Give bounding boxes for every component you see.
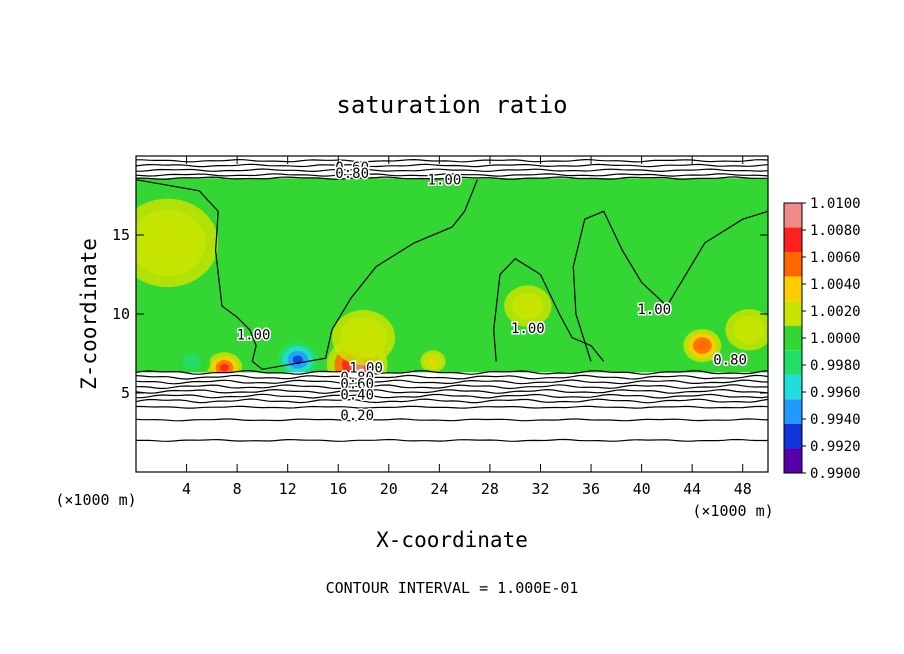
hotspot-7-ring-3 bbox=[429, 358, 437, 365]
x-tick-label: 48 bbox=[734, 480, 752, 498]
colorbar-label: 0.9920 bbox=[810, 439, 861, 455]
contour-lower-4 bbox=[136, 388, 768, 394]
colorbar: 1.0100 1.0080 1.0060 1.0040 1.0020 1.0000 0.99… bbox=[783, 196, 861, 482]
y-tick-label: 5 bbox=[121, 384, 130, 402]
contour-lower-9 bbox=[136, 438, 768, 442]
contour-label: 0.80 bbox=[335, 166, 369, 182]
contour-lower-0 bbox=[136, 369, 768, 375]
hotspot-6-ring-3 bbox=[355, 330, 372, 345]
x-tick-label: 24 bbox=[430, 480, 448, 498]
x-tick-label: 32 bbox=[531, 480, 549, 498]
contour-label: 0.20 bbox=[340, 408, 374, 424]
hotspot-8-ring-3 bbox=[741, 322, 757, 337]
saturation-field bbox=[136, 178, 768, 373]
contour-lower-7 bbox=[136, 405, 768, 409]
colorbar-segment bbox=[784, 252, 802, 277]
contour-label: 1.00 bbox=[428, 172, 462, 188]
contour-upper-3 bbox=[136, 163, 768, 168]
colorbar-label: 1.0020 bbox=[810, 304, 861, 320]
hotspot-9-ring-3 bbox=[519, 299, 536, 314]
hotspot-4-ring-3 bbox=[697, 341, 708, 350]
contour-upper-2 bbox=[136, 168, 768, 173]
contour-lower-3 bbox=[136, 384, 768, 390]
colorbar-label: 1.0100 bbox=[810, 196, 861, 212]
colorbar-segment bbox=[784, 203, 802, 228]
contour-label: 0.60 bbox=[335, 160, 369, 176]
contour-label: 1.00 bbox=[637, 302, 671, 318]
colorbar-segment bbox=[784, 301, 802, 326]
contour-lower-8 bbox=[136, 418, 768, 422]
contour-label: 1.00 bbox=[237, 327, 271, 343]
colorbar-segment bbox=[784, 423, 802, 449]
colorbar-label: 0.9980 bbox=[810, 358, 861, 374]
hotspot-0-ring-3 bbox=[220, 363, 229, 372]
colorbar-label: 0.9900 bbox=[810, 466, 861, 482]
x-tick-label: 12 bbox=[279, 480, 297, 498]
x-axis-label: X-coordinate bbox=[376, 528, 528, 552]
x-tick-label: 8 bbox=[233, 480, 242, 498]
contour-1p00-right bbox=[572, 210, 768, 362]
x-tick-label: 40 bbox=[633, 480, 651, 498]
contour-label: 1.00 bbox=[349, 360, 383, 376]
x-axis-ticks: 4 8 12 16 20 24 28 32 36 40 44 48 bbox=[182, 156, 752, 498]
colorbar-label: 0.9960 bbox=[810, 385, 861, 401]
contour-interval-note: CONTOUR INTERVAL = 1.000E-01 bbox=[326, 579, 579, 597]
x-tick-label: 44 bbox=[683, 480, 701, 498]
contour-lower-5 bbox=[136, 393, 768, 399]
contour-label: 0.80 bbox=[713, 353, 747, 369]
subsaturated-region bbox=[136, 372, 768, 472]
colorbar-segment bbox=[784, 374, 802, 400]
colorbar-label: 1.0080 bbox=[810, 223, 861, 239]
contour-lower-6 bbox=[136, 398, 768, 404]
chart-title: saturation ratio bbox=[336, 91, 567, 119]
y-axis-label: Z-coordinate bbox=[77, 238, 101, 390]
x-tick-label: 16 bbox=[329, 480, 347, 498]
colorbar-segment bbox=[784, 399, 802, 424]
colorbar-label: 1.0000 bbox=[810, 331, 861, 347]
contour-label: 0.80 bbox=[340, 370, 374, 386]
contour-upper-1 bbox=[136, 173, 768, 177]
contour-label: 1.00 bbox=[511, 321, 545, 337]
contour-lower-1 bbox=[136, 374, 768, 380]
colorbar-segment bbox=[784, 448, 802, 473]
y-tick-label: 10 bbox=[112, 305, 130, 323]
x-unit-right: (×1000 m) bbox=[692, 502, 773, 520]
saturated-region bbox=[136, 178, 768, 373]
contour-label: 0.60 bbox=[340, 376, 374, 392]
contour-lower-2 bbox=[136, 379, 768, 385]
plot-area: 0.600.80 1.001.00 1.001.000.801.000.800.60… bbox=[136, 156, 768, 472]
colorbar-label: 0.9940 bbox=[810, 412, 861, 428]
hotspot-3-ring-3 bbox=[186, 357, 197, 366]
x-tick-label: 4 bbox=[182, 480, 191, 498]
colorbar-segment bbox=[784, 227, 802, 253]
contour-lines bbox=[136, 158, 768, 442]
contour-upper-0 bbox=[136, 176, 768, 180]
x-unit-left: (×1000 m) bbox=[55, 491, 136, 509]
colorbar-segment bbox=[784, 350, 802, 375]
y-axis-ticks: 5 10 15 bbox=[112, 226, 768, 402]
contour-upper-4 bbox=[136, 158, 768, 163]
x-tick-label: 36 bbox=[582, 480, 600, 498]
y-tick-label: 15 bbox=[112, 226, 130, 244]
colorbar-label: 1.0040 bbox=[810, 277, 861, 293]
contour-label: 0.40 bbox=[340, 387, 374, 403]
contour-1p00-plume bbox=[136, 179, 478, 370]
x-tick-label: 20 bbox=[380, 480, 398, 498]
hotspot-5-ring-3 bbox=[154, 231, 181, 254]
colorbar-segment bbox=[784, 276, 802, 302]
colorbar-label: 1.0060 bbox=[810, 250, 861, 266]
colorbar-segment bbox=[784, 325, 802, 351]
contour-labels: 0.600.80 1.001.00 1.001.000.801.000.800.60… bbox=[235, 158, 748, 425]
x-tick-label: 28 bbox=[481, 480, 499, 498]
